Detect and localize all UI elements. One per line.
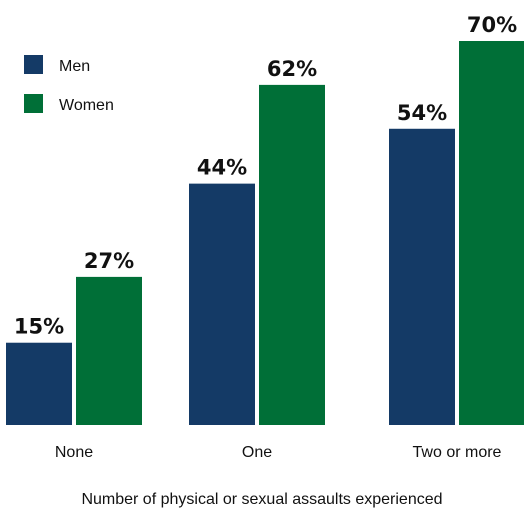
x-tick-label-1: One — [242, 444, 272, 461]
x-tick-labels-group: None One Two or more — [55, 444, 502, 461]
value-labels-group: 15% 27% 44% 62% 54% 70% — [14, 13, 517, 339]
value-label-women-0: 27% — [84, 249, 134, 273]
x-axis-title: Number of physical or sexual assaults ex… — [81, 491, 442, 508]
bar-men-1 — [189, 183, 255, 425]
bars-group — [6, 41, 524, 425]
bar-men-2 — [389, 128, 455, 425]
value-label-women-1: 62% — [267, 57, 317, 81]
bar-women-0 — [76, 276, 142, 425]
value-label-men-1: 44% — [197, 156, 247, 180]
x-tick-label-2: Two or more — [413, 444, 502, 461]
legend-swatch-women — [24, 94, 43, 113]
legend-swatch-men — [24, 55, 43, 74]
x-tick-label-0: None — [55, 444, 93, 461]
legend-label-women: Women — [59, 97, 114, 114]
value-label-women-2: 70% — [467, 13, 517, 37]
bar-women-2 — [459, 41, 524, 425]
value-label-men-2: 54% — [397, 101, 447, 125]
bar-women-1 — [259, 84, 325, 425]
bar-men-0 — [6, 342, 72, 425]
legend-label-men: Men — [59, 58, 90, 75]
legend: Men Women — [24, 55, 114, 114]
value-label-men-0: 15% — [14, 315, 64, 339]
